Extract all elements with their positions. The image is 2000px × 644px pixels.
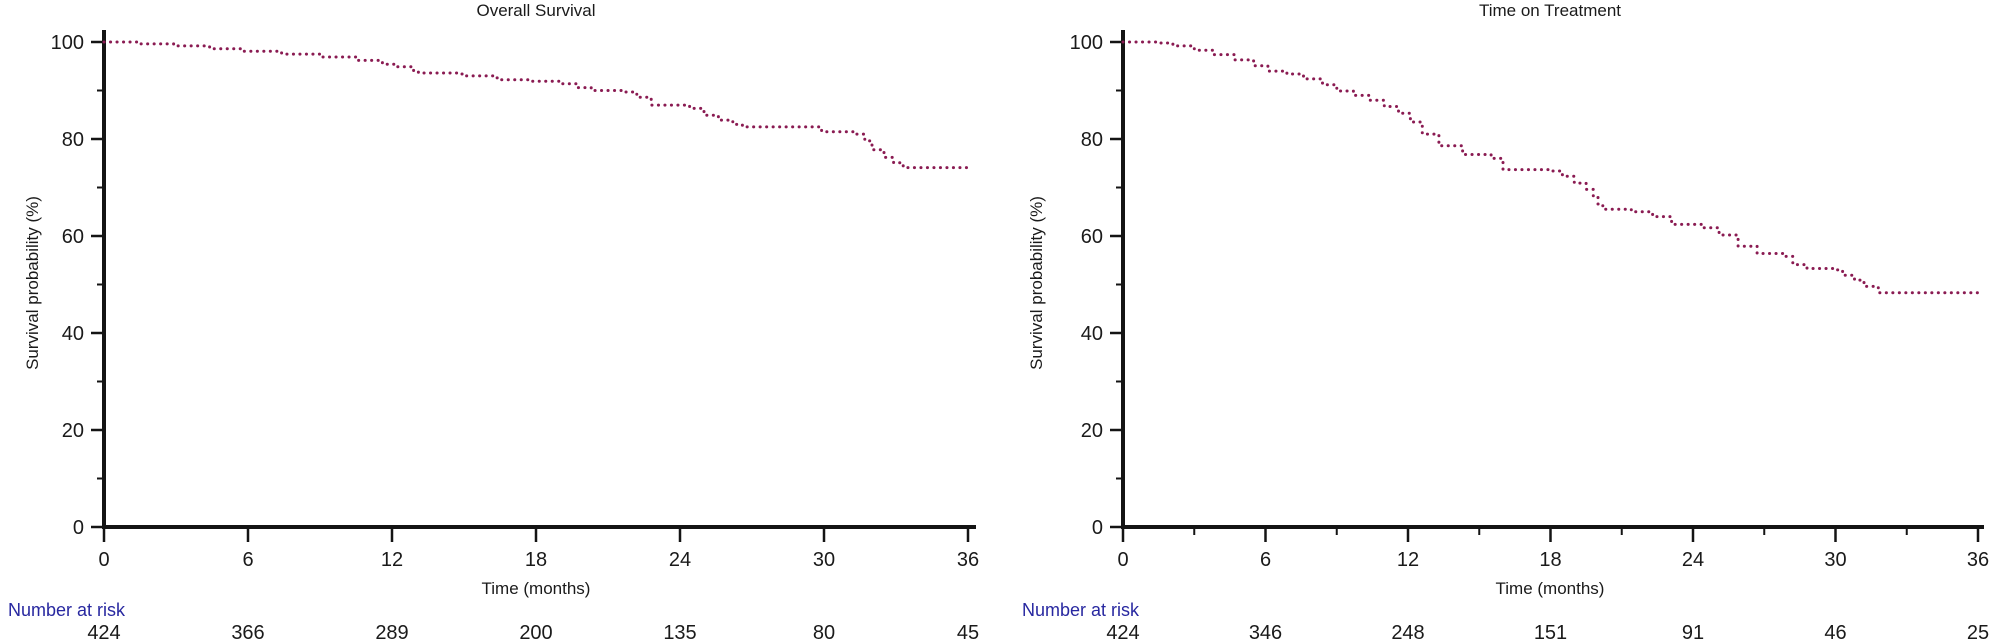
y-axis-label-right: Survival probability (%) [1027, 196, 1046, 370]
x-tick-label: 6 [242, 549, 253, 571]
x-axis-label-left: Time (months) [481, 579, 591, 598]
risk-value: 200 [519, 622, 552, 644]
y-tick-label: 0 [73, 517, 84, 539]
x-tick-label: 18 [525, 549, 547, 571]
x-tick-label: 12 [381, 549, 403, 571]
y-tick-label: 60 [62, 226, 84, 248]
x-tick-label: 30 [813, 549, 835, 571]
y-tick-label: 0 [1092, 517, 1103, 539]
risk-value: 46 [1824, 622, 1846, 644]
x-tick-label: 30 [1824, 549, 1846, 571]
risk-value: 289 [375, 622, 408, 644]
x-axis-label-right: Time (months) [1495, 579, 1605, 598]
x-tick-label: 6 [1260, 549, 1271, 571]
risk-value: 151 [1534, 622, 1567, 644]
y-tick-label: 100 [51, 32, 84, 54]
number-at-risk-label-left: Number at risk [8, 600, 126, 620]
risk-value: 91 [1682, 622, 1704, 644]
y-tick-label: 80 [62, 129, 84, 151]
risk-value: 80 [813, 622, 835, 644]
y-axis-label-left: Survival probability (%) [23, 196, 42, 370]
y-tick-label: 20 [1081, 420, 1103, 442]
x-tick-label: 0 [98, 549, 109, 571]
chart-title-time-on-treatment: Time on Treatment [1478, 1, 1622, 20]
y-tick-label: 40 [1081, 323, 1103, 345]
number-at-risk-label-right: Number at risk [1022, 600, 1140, 620]
x-tick-label: 36 [1967, 549, 1989, 571]
risk-value: 45 [957, 622, 979, 644]
x-tick-label: 18 [1539, 549, 1561, 571]
risk-value: 135 [663, 622, 696, 644]
risk-value: 346 [1249, 622, 1282, 644]
x-tick-label: 0 [1117, 549, 1128, 571]
risk-value: 248 [1391, 622, 1424, 644]
x-tick-label: 24 [669, 549, 691, 571]
risk-value: 25 [1967, 622, 1989, 644]
y-tick-label: 100 [1070, 32, 1103, 54]
chart-title-overall-survival: Overall Survival [476, 1, 596, 20]
risk-value: 424 [1106, 622, 1139, 644]
x-tick-label: 12 [1397, 549, 1419, 571]
risk-value: 424 [87, 622, 120, 644]
y-tick-label: 40 [62, 323, 84, 345]
km-curve [102, 40, 970, 170]
y-tick-label: 60 [1081, 226, 1103, 248]
risk-value: 366 [231, 622, 264, 644]
x-tick-label: 36 [957, 549, 979, 571]
y-tick-label: 20 [62, 420, 84, 442]
x-tick-label: 24 [1682, 549, 1704, 571]
y-tick-label: 80 [1081, 129, 1103, 151]
km-curve [1121, 40, 1980, 295]
